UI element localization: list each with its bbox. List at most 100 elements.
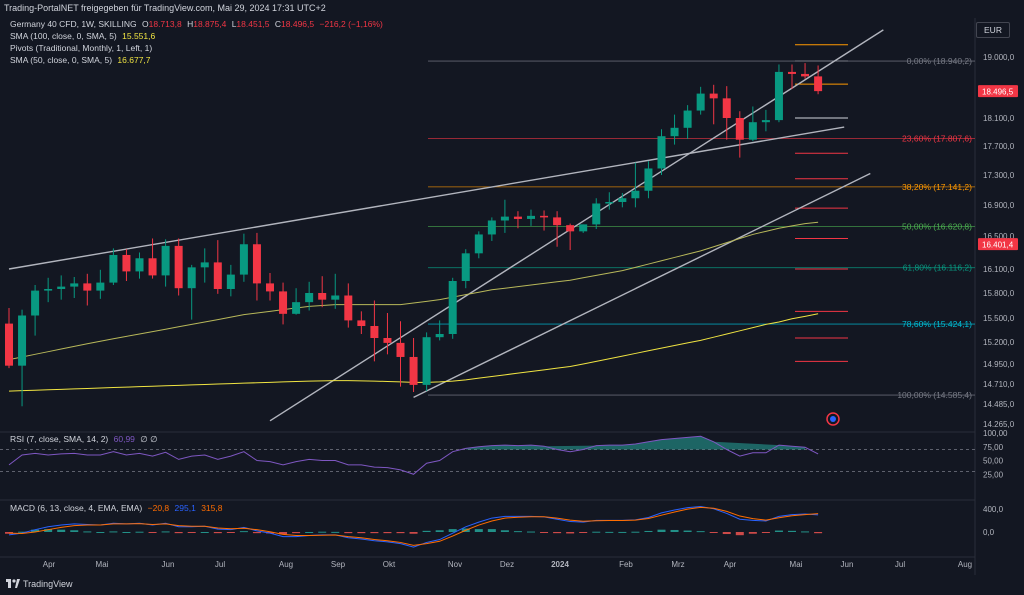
time-axis-label: Aug <box>279 560 293 569</box>
time-axis-label: Apr <box>724 560 737 569</box>
macd-pane: 400,0 0,0 <box>5 505 1004 548</box>
rsi-tick-label: 50,00 <box>983 457 1004 466</box>
time-axis-label: Mrz <box>671 560 684 569</box>
time-axis-label: Feb <box>619 560 633 569</box>
candle-body <box>109 254 118 283</box>
time-axis[interactable]: Apr Mai Jun Jul Aug Sep Okt Nov Dez 2024 Feb Mrz Apr… <box>43 560 972 569</box>
candle-body <box>487 220 496 235</box>
price-tick-label: 16.500,0 <box>983 232 1015 241</box>
macd-histogram-bar <box>239 531 248 533</box>
macd-histogram-bar <box>788 530 796 532</box>
candle-body <box>709 93 718 99</box>
macd-line-value: 295,1 <box>174 503 196 513</box>
trendlines[interactable] <box>8 29 884 422</box>
candle-body <box>57 286 66 289</box>
price-tick-label: 14.485,0 <box>983 400 1015 409</box>
macd-histogram-bar <box>18 531 27 533</box>
price-tick-label: 16.900,0 <box>983 201 1015 210</box>
candle-body <box>513 216 522 219</box>
macd-histogram-bar <box>696 531 705 533</box>
macd-histogram-bar <box>553 532 562 534</box>
macd-histogram-bar <box>540 532 549 533</box>
candle-body <box>122 254 131 272</box>
macd-histogram-bar <box>409 532 418 534</box>
fib-level-label: 0,00% (18.940,2) <box>907 56 972 66</box>
candle-body <box>5 323 13 366</box>
ohlc-high: 18.875,4 <box>193 19 227 29</box>
rsi-tick-label: 100,00 <box>983 429 1008 438</box>
candle-body <box>670 127 679 137</box>
ohlc-change: −216,2 (−1,16%) <box>319 19 383 29</box>
rsi-tick-label: 75,00 <box>983 443 1004 452</box>
macd-histogram-bar <box>801 531 810 533</box>
macd-histogram-bar <box>31 529 40 532</box>
macd-histogram-bar <box>357 532 366 534</box>
candle-body <box>527 215 535 219</box>
macd-histogram-bar <box>422 530 431 532</box>
candle-body <box>409 356 418 385</box>
macd-histogram-bar <box>252 532 261 534</box>
macd-legend[interactable]: MACD (6, 13, close, 4, EMA, EMA) −20,8 2… <box>10 503 223 513</box>
macd-histogram-bar <box>174 532 183 534</box>
candle-body <box>422 337 431 385</box>
ohlc-low: 18.451,5 <box>236 19 270 29</box>
price-axis[interactable]: 19.000,0 18.100,0 17.700,0 17.300,0 16.900,0… <box>978 53 1018 429</box>
candle-body <box>761 120 770 123</box>
rsi-overbought-fill <box>465 436 806 450</box>
macd-histogram-bar <box>683 530 692 532</box>
macd-histogram-bar <box>344 532 353 534</box>
candle-body <box>83 283 92 291</box>
candle-body <box>748 122 757 140</box>
macd-histogram-bar <box>200 532 209 533</box>
fib-level-label: 100,00% (14.585,4) <box>897 390 972 400</box>
candle-body <box>396 342 405 357</box>
macd-histogram-bar <box>722 532 731 535</box>
price-tick-label: 19.000,0 <box>983 53 1015 62</box>
candle-body <box>579 224 588 232</box>
candle-body <box>70 283 79 287</box>
candle-body <box>592 203 601 225</box>
macd-tick-label: 400,0 <box>983 505 1004 514</box>
candle-body <box>344 295 353 321</box>
candle-body <box>239 244 248 275</box>
macd-histogram-bar <box>187 532 196 533</box>
candle-body <box>657 136 666 169</box>
candle-body <box>722 98 731 118</box>
candle-body <box>161 245 170 276</box>
alert-icon[interactable] <box>826 412 840 426</box>
time-axis-label: Mai <box>96 560 109 569</box>
macd-histogram-bar <box>305 532 314 533</box>
candle-body <box>500 216 509 221</box>
macd-histogram-bar <box>57 529 66 532</box>
candle-body <box>435 334 444 338</box>
candle-body <box>735 118 744 140</box>
macd-signal-value: 315,8 <box>201 503 223 513</box>
pivots-legend[interactable]: Pivots (Traditional, Monthly, 1, Left, 1… <box>10 43 153 53</box>
candle-body <box>644 168 653 191</box>
candle-body <box>135 258 144 272</box>
macd-histogram-bar <box>83 531 92 533</box>
tradingview-logo-icon <box>6 579 20 588</box>
macd-histogram-bar <box>122 532 131 533</box>
candle-body <box>474 234 483 254</box>
candle-body <box>774 71 783 121</box>
candle-body <box>292 302 301 314</box>
time-axis-label: Jun <box>841 560 854 569</box>
candle-body <box>279 291 288 314</box>
price-tick-label: 17.300,0 <box>983 171 1015 180</box>
macd-histogram-bar <box>292 532 301 534</box>
rsi-legend[interactable]: RSI (7, close, SMA, 14, 2) 60,99 ∅ ∅ <box>10 434 158 444</box>
publisher-header: Trading-PortalNET freigegeben für Tradin… <box>4 3 326 13</box>
currency-button[interactable]: EUR <box>976 22 1010 38</box>
candle-body <box>683 110 692 128</box>
macd-histogram-bar <box>761 532 770 533</box>
sma50-legend[interactable]: SMA (50, close, 0, SMA, 5) 16.677,7 <box>10 55 151 65</box>
candle-body <box>605 202 614 204</box>
sma100-legend[interactable]: SMA (100, close, 0, SMA, 5) 15.551,6 <box>10 31 156 41</box>
macd-hist-value: −20,8 <box>147 503 170 513</box>
candle-body <box>213 262 222 289</box>
candle-body <box>801 73 810 77</box>
time-axis-label: Sep <box>331 560 346 569</box>
candle-body <box>461 253 470 281</box>
